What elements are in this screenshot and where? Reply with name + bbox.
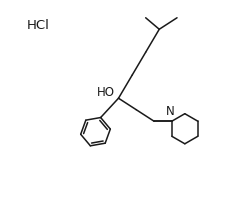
Text: HCl: HCl (27, 19, 50, 32)
Text: N: N (166, 105, 174, 118)
Text: HO: HO (96, 86, 114, 99)
